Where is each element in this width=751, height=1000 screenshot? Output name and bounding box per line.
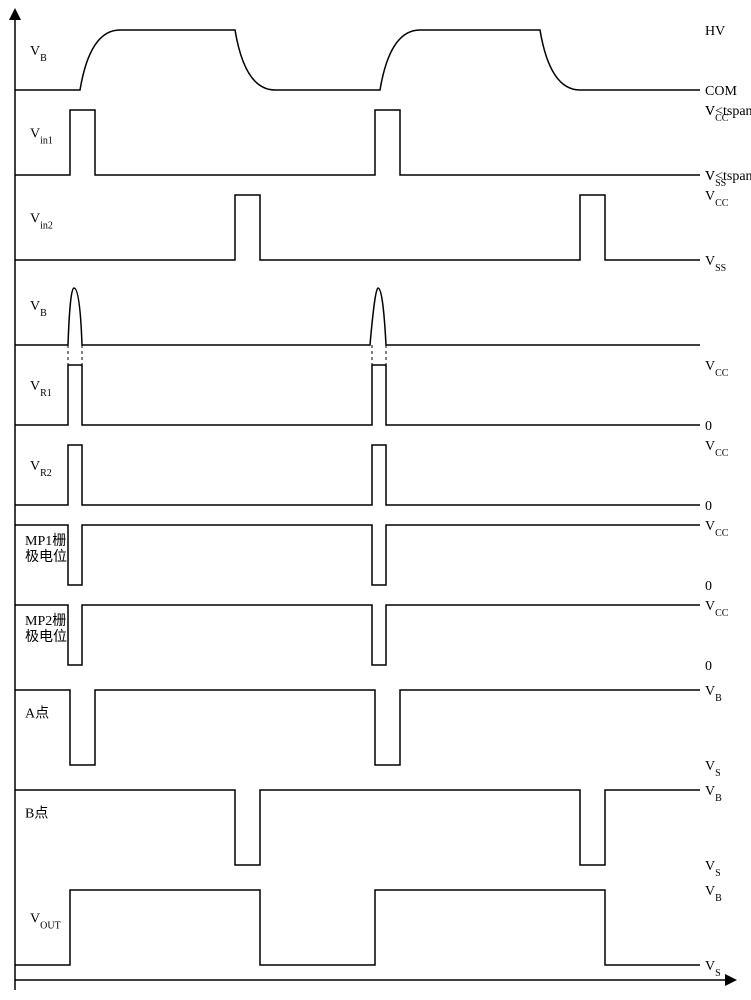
MP1-waveform bbox=[15, 525, 700, 585]
A-label: A点 bbox=[25, 706, 49, 722]
MP2-label: MP2栅 bbox=[25, 613, 66, 629]
VR1-level-label: 0 bbox=[705, 419, 712, 434]
MP2-level-label: VCC bbox=[705, 599, 729, 619]
MP1-label: MP1栅 bbox=[25, 533, 66, 549]
Vin1-label: Vin1 bbox=[30, 127, 53, 147]
B-level-label: VB bbox=[705, 784, 722, 804]
timing-diagram: VB HV COM Vin1 VCC VSS V<tspan baseline-shift=… bbox=[0, 0, 751, 1000]
MP1-label: 极电位 bbox=[25, 549, 67, 565]
svg-text:V<tspan baseline-shift='sub' f: V<tspan baseline-shift='sub' font-size='… bbox=[705, 104, 751, 119]
VB2-waveform bbox=[15, 288, 700, 345]
B-label: B点 bbox=[25, 806, 48, 822]
MP2-waveform bbox=[15, 605, 700, 665]
VOUT-waveform bbox=[15, 890, 700, 965]
VOUT-level-label: VS bbox=[705, 959, 721, 979]
VOUT-label: VOUT bbox=[30, 912, 61, 932]
MP2-level-label: 0 bbox=[705, 659, 712, 674]
B-level-label: VS bbox=[705, 859, 721, 879]
B-waveform bbox=[15, 790, 700, 865]
VR1-label: VR1 bbox=[30, 379, 52, 399]
VR1-level-label: VCC bbox=[705, 359, 729, 379]
MP1-level-label: 0 bbox=[705, 579, 712, 594]
svg-text:COM: COM bbox=[705, 84, 737, 99]
Vin2-waveform bbox=[15, 195, 700, 260]
svg-text:V<tspan baseline-shift='sub' f: V<tspan baseline-shift='sub' font-size='… bbox=[705, 169, 751, 184]
VOUT-level-label: VB bbox=[705, 884, 722, 904]
VR2-level-label: VCC bbox=[705, 439, 729, 459]
VR2-label: VR2 bbox=[30, 459, 52, 479]
Vin2-level-label: VCC bbox=[705, 189, 729, 209]
MP2-label: 极电位 bbox=[25, 629, 67, 645]
A-level-label: VS bbox=[705, 759, 721, 779]
svg-text:HV: HV bbox=[705, 24, 725, 39]
A-waveform bbox=[15, 690, 700, 765]
Vin2-level-label: VSS bbox=[705, 254, 726, 274]
VR2-level-label: 0 bbox=[705, 499, 712, 514]
Vin1-waveform bbox=[15, 110, 700, 175]
VB-label: VB bbox=[30, 44, 47, 64]
VB2-label: VB bbox=[30, 299, 47, 319]
VR1-waveform bbox=[15, 365, 700, 425]
VR2-waveform bbox=[15, 445, 700, 505]
VB-waveform bbox=[15, 30, 700, 90]
A-level-label: VB bbox=[705, 684, 722, 704]
Vin2-label: Vin2 bbox=[30, 212, 53, 232]
MP1-level-label: VCC bbox=[705, 519, 729, 539]
